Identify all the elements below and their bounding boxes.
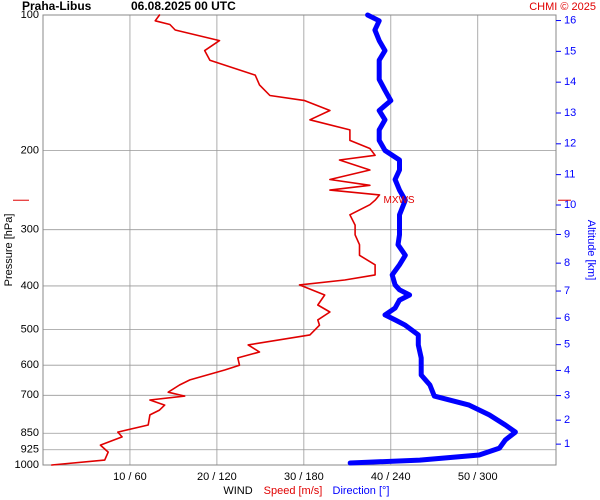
y2-tick-label: 4 <box>564 364 570 376</box>
y2-axis-label: Altitude [km] <box>585 220 597 281</box>
y2-tick-label: 2 <box>564 414 570 426</box>
y2-tick-label: 3 <box>564 390 570 402</box>
series-line <box>347 12 518 466</box>
y-axis-label: Pressure [hPa] <box>3 214 15 287</box>
x-tick-label: 10 / 60 <box>113 471 147 483</box>
credit: CHMI © 2025 <box>529 1 596 13</box>
y-tick-label: 600 <box>21 359 39 371</box>
y-tick-label: 500 <box>21 323 39 335</box>
y-tick-label: 100 <box>21 9 39 21</box>
y2-tick-label: 14 <box>564 76 576 88</box>
y2-tick-label: 11 <box>564 169 575 181</box>
y-tick-label: 400 <box>21 280 39 292</box>
x-tick-label: 30 / 180 <box>284 471 324 483</box>
y-tick-label: 700 <box>21 389 39 401</box>
x-tick-label: 50 / 300 <box>458 471 498 483</box>
x-axis-label: WIND <box>223 485 252 497</box>
y-tick-label: 1000 <box>15 459 39 471</box>
y2-tick-label: 8 <box>564 257 570 269</box>
y-tick-label: 200 <box>21 144 39 156</box>
legend-entry: Direction [°] <box>333 485 390 497</box>
y2-tick-label: 12 <box>564 138 576 150</box>
y2-tick-label: 10 <box>564 199 576 211</box>
y2-tick-label: 1 <box>564 438 570 450</box>
plot-frame <box>42 14 557 466</box>
series-line <box>50 14 381 466</box>
y2-tick-label: 15 <box>564 45 576 57</box>
chart-title: Praha-Libus <box>22 0 92 13</box>
chart-subtitle: 06.08.2025 00 UTC <box>131 0 236 13</box>
x-tick-label: 40 / 240 <box>371 471 411 483</box>
y-tick-label: 850 <box>21 427 39 439</box>
y2-tick-label: 16 <box>564 14 576 26</box>
y2-tick-label: 7 <box>564 285 570 297</box>
y2-tick-label: 6 <box>564 312 570 324</box>
y2-tick-label: 13 <box>564 107 576 119</box>
annotation: MXWS <box>383 195 414 206</box>
x-tick-label: 20 / 120 <box>197 471 237 483</box>
legend-entry: Speed [m/s] <box>264 485 323 497</box>
y2-tick-label: 5 <box>564 339 570 351</box>
y-tick-label: 300 <box>21 224 39 236</box>
y2-tick-label: 9 <box>564 228 570 240</box>
y-tick-label: 925 <box>21 444 39 456</box>
